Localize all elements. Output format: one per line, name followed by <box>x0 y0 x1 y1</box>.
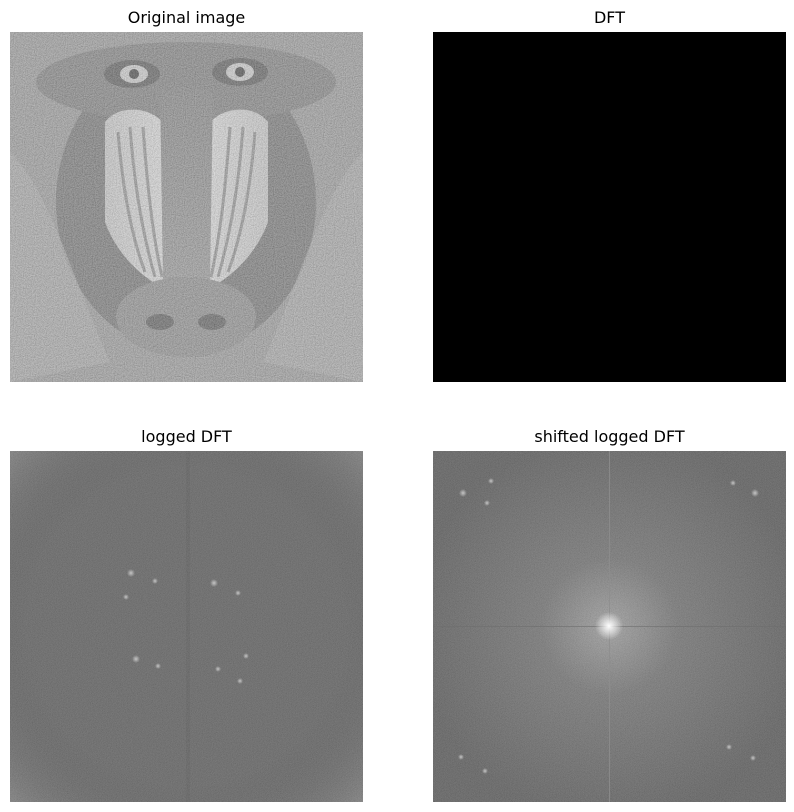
panel-shifted-logged-dft: shifted logged DFT <box>433 427 786 802</box>
shifted-logged-dft-image <box>433 451 786 802</box>
dft-image <box>433 32 786 382</box>
logged-dft-image <box>10 451 363 802</box>
panel-title: logged DFT <box>141 427 232 446</box>
logged-dft-spectrum <box>10 451 363 802</box>
panel-title: DFT <box>593 8 625 27</box>
panel-original-image: Original image <box>10 8 363 382</box>
panel-dft: DFT <box>433 8 786 382</box>
panel-logged-dft: logged DFT <box>10 427 363 802</box>
shifted-dft-spectrum <box>433 451 786 802</box>
mandrill-photo <box>10 32 363 382</box>
panel-title: Original image <box>127 8 246 27</box>
original-image <box>10 32 363 382</box>
panel-title: shifted logged DFT <box>534 427 685 446</box>
